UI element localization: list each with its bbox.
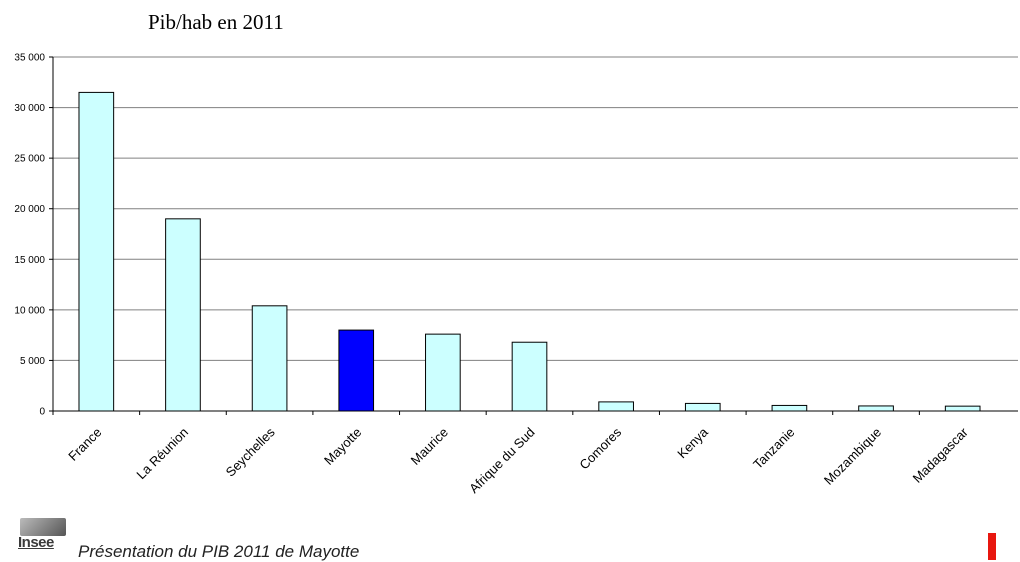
bar-kenya [684,402,721,412]
bar-madagascar [944,405,981,412]
bar-seychelles [251,305,288,412]
bars [78,91,981,412]
x-tick-label: France [65,425,104,464]
bar-la-r-union [165,218,201,412]
bar-chart: 0 5 000 10 000 15 000 20 000 25 000 30 000 35 0… [14,53,1018,496]
y-tick-label: 25 000 [14,154,45,165]
bar-mozambique [858,405,894,412]
insee-logo-text: Insee [18,534,54,551]
bar-france [78,91,115,412]
x-tick-label: Mayotte [321,425,364,468]
bar-comores [598,401,634,412]
y-tick-label: 20 000 [14,204,45,215]
chart-title: Pib/hab en 2011 [148,10,284,34]
y-tick-labels: 0 5 000 10 000 15 000 20 000 25 000 30 000 35 0… [14,53,45,418]
x-tick-label: Kenya [674,424,711,461]
x-tick-label: Seychelles [223,424,278,479]
red-accent-bar [988,533,996,560]
x-tick-label: Madagascar [910,424,972,486]
y-tick-label: 5 000 [20,356,45,367]
bar-afrique-du-sud [511,341,548,412]
insee-logo-mark [20,518,66,536]
x-tick-label: Tanzanie [750,425,797,472]
y-tick-label: 15 000 [14,255,45,266]
bar-maurice [425,333,461,412]
x-tick-labels: France La Réunion Seychelles Mayotte Maurice… [65,424,971,496]
y-tick-label: 0 [39,407,45,418]
footer-caption: Présentation du PIB 2011 de Mayotte [78,542,360,561]
y-tick-label: 35 000 [14,53,45,64]
x-tick-label: Mozambique [821,425,884,488]
x-tick-label: Comores [576,424,624,472]
bar-tanzanie [771,404,808,412]
y-tick-label: 30 000 [14,103,45,114]
gridlines [53,56,1018,361]
y-tick-label: 10 000 [14,305,45,316]
x-tick-label: La Réunion [133,425,191,483]
insee-logo: Insee [18,518,68,558]
x-tick-label: Maurice [408,425,451,468]
x-tick-label: Afrique du Sud [466,425,537,496]
bar-mayotte [338,329,375,412]
